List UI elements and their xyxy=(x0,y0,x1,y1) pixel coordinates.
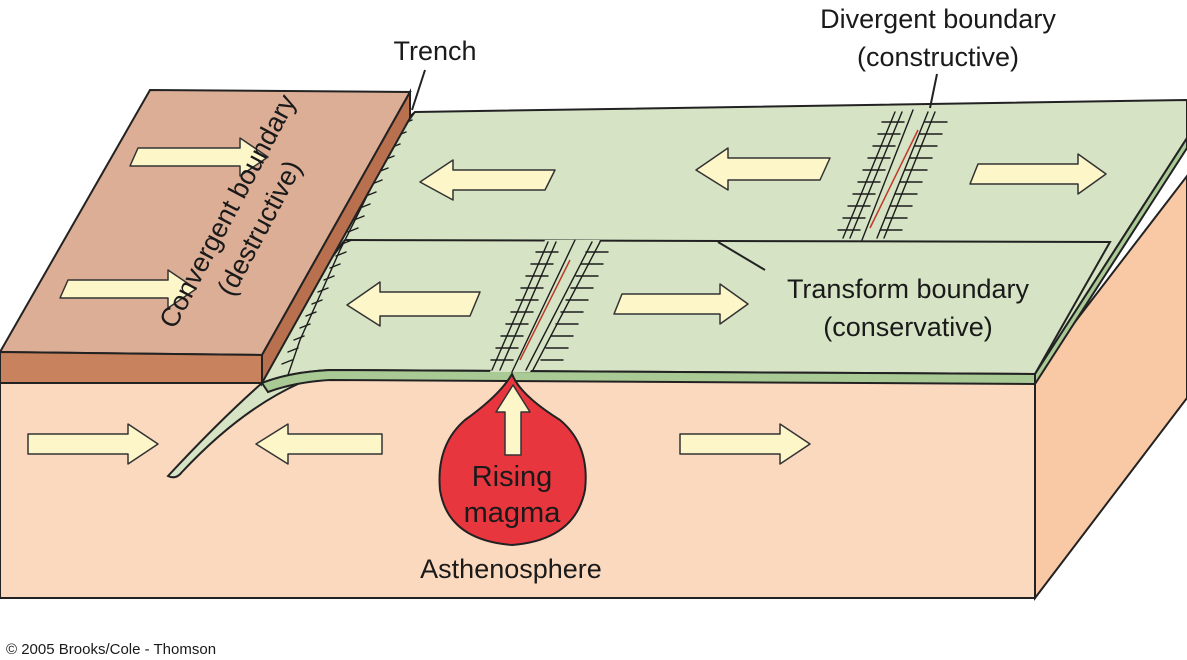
label-divergent-2: (constructive) xyxy=(857,42,1019,72)
asthenosphere-right-face xyxy=(1034,174,1187,601)
label-divergent-1: Divergent boundary xyxy=(820,4,1056,34)
subducting-slab xyxy=(166,382,301,479)
arrow-right-icon xyxy=(679,423,811,465)
arrow-up-icon xyxy=(495,384,531,456)
arrow-right-icon xyxy=(129,137,269,177)
divergent-leader-line xyxy=(929,73,938,109)
label-magma-1: Rising xyxy=(472,461,553,493)
label-asthenosphere: Asthenosphere xyxy=(420,554,602,584)
motion-arrows xyxy=(27,137,1107,465)
ridge-upper xyxy=(837,109,948,241)
ridge-lower xyxy=(490,239,609,373)
transform-fault-line xyxy=(344,239,1112,375)
arrow-left-icon xyxy=(255,423,383,465)
continental-plate-front xyxy=(0,350,263,384)
arrow-right-icon xyxy=(969,153,1107,195)
arrow-right-icon xyxy=(613,283,749,325)
label-transform-1: Transform boundary xyxy=(787,274,1030,304)
arrow-left-icon xyxy=(695,147,831,191)
label-trench: Trench xyxy=(393,36,476,66)
label-transform-2: (conservative) xyxy=(823,312,993,342)
transform-leader-line xyxy=(717,241,766,271)
magma-blob xyxy=(438,371,587,547)
trench-leader-line xyxy=(411,69,426,111)
arrow-right-icon xyxy=(27,423,159,465)
copyright-text: © 2005 Brooks/Cole - Thomson xyxy=(6,641,216,658)
oceanic-plate-right-edge xyxy=(1034,136,1187,388)
arrow-left-icon xyxy=(346,281,481,327)
label-magma-2: magma xyxy=(464,497,562,529)
arrow-left-icon xyxy=(419,159,556,201)
arrow-right-icon xyxy=(59,269,197,309)
continental-plate-right xyxy=(261,88,411,387)
